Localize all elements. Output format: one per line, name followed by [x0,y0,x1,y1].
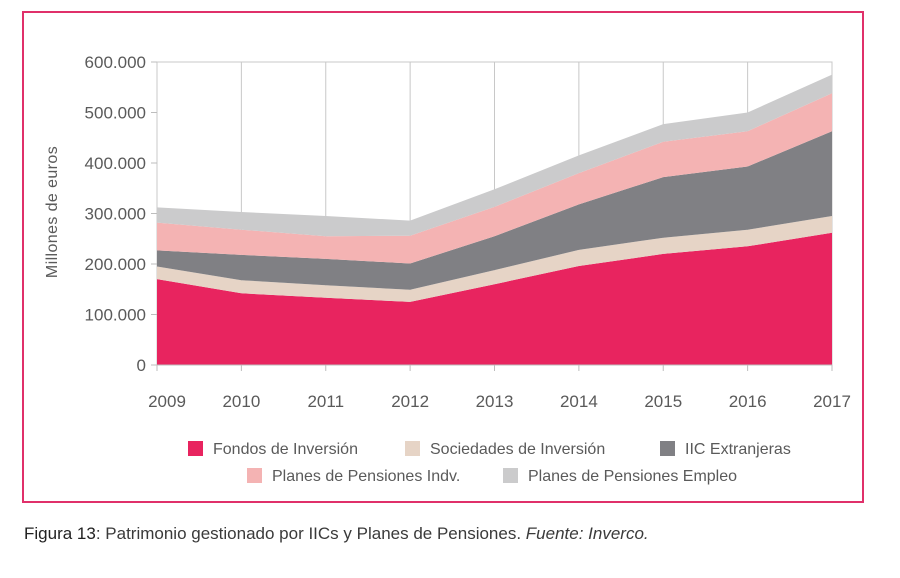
legend-label: IIC Extranjeras [685,441,791,458]
x-tick-label: 2015 [644,392,682,411]
legend: Fondos de Inversión Sociedades de Inversi… [188,441,791,485]
legend-label: Sociedades de Inversión [430,441,605,458]
area-series-5 [157,74,832,237]
areas [157,74,832,365]
legend-swatch [660,441,675,456]
x-tick-label: 2011 [307,392,344,411]
x-tick-label: 2013 [476,392,514,411]
legend-swatch [405,441,420,456]
chart-frame [22,11,864,503]
y-tick-label: 100.000 [85,306,146,325]
area-series-1 [157,232,832,365]
legend-swatch [188,441,203,456]
axes: 0 100.000 200.000 300.000 400.000 500.000 600.… [85,53,851,411]
legend-label: Planes de Pensiones Indv. [272,468,460,485]
legend-swatch [503,468,518,483]
caption-text: : Patrimonio gestionado por IICs y Plane… [95,524,526,543]
area-series-3 [157,131,832,290]
y-tick-label: 0 [137,356,146,375]
x-tick-label: 2014 [560,392,598,411]
caption-source: Fuente: Inverco. [525,524,649,543]
y-tick-label: 400.000 [85,154,146,173]
figure-caption: Figura 13: Patrimonio gestionado por IIC… [24,524,649,544]
x-tick-label: 2010 [222,392,260,411]
legend-swatch [247,468,262,483]
x-tick-label: 2009 [148,392,186,411]
y-tick-label: 300.000 [85,205,146,224]
caption-figure-number: Figura 13 [24,524,96,543]
y-tick-label: 500.000 [85,104,146,123]
x-tick-label: 2016 [729,392,767,411]
legend-label: Planes de Pensiones Empleo [528,468,737,485]
y-axis-label: Millones de euros [44,146,61,278]
y-tick-label: 600.000 [85,53,146,72]
legend-label: Fondos de Inversión [213,441,358,458]
y-tick-label: 200.000 [85,255,146,274]
x-tick-label: 2012 [391,392,429,411]
x-tick-label: 2017 [813,392,851,411]
area-series-4 [157,93,832,264]
